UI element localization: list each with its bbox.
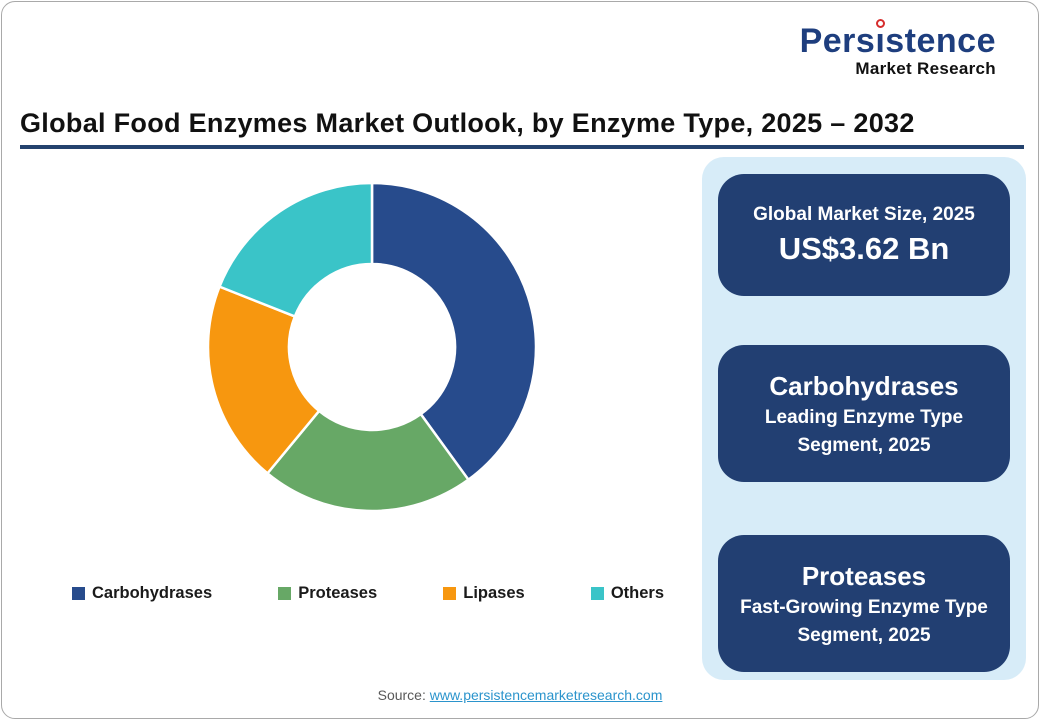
pmr-logo: Persı stence Market Research bbox=[800, 19, 996, 78]
legend-label: Others bbox=[610, 584, 664, 602]
logo-subtitle-text: Market Research bbox=[855, 59, 996, 78]
legend-label: Proteases bbox=[298, 584, 378, 602]
market-size-value: US$3.62 Bn bbox=[778, 230, 950, 266]
chart-legend: Carbohydrases Proteases Lipases Others bbox=[72, 584, 664, 603]
legend-item-lipases: Lipases bbox=[443, 584, 525, 603]
legend-swatch-proteases bbox=[278, 587, 292, 600]
chart-title: Global Food Enzymes Market Outlook, by E… bbox=[20, 108, 915, 138]
title-underline bbox=[20, 145, 1024, 149]
donut-segment-others bbox=[218, 181, 374, 318]
donut-segment-proteases bbox=[266, 409, 470, 513]
legend-swatch-carbohydrases bbox=[72, 587, 85, 600]
fast-growing-segment-name: Proteases bbox=[801, 560, 927, 591]
source-label: Source: bbox=[377, 687, 426, 703]
donut-chart bbox=[206, 181, 538, 513]
logo-brand-text: Persı stence bbox=[800, 19, 996, 58]
market-size-card: Global Market Size, 2025 US$3.62 Bn bbox=[718, 174, 1010, 296]
fast-growing-segment-card: Proteases Fast-Growing Enzyme Type Segme… bbox=[718, 535, 1010, 672]
leading-segment-caption: Leading Enzyme Type Segment, 2025 bbox=[764, 407, 964, 456]
legend-label: Carbohydrases bbox=[92, 584, 213, 602]
legend-label: Lipases bbox=[463, 584, 525, 602]
info-panel: Global Market Size, 2025 US$3.62 Bn Carb… bbox=[702, 157, 1026, 680]
legend-swatch-others bbox=[590, 587, 604, 600]
source-link[interactable]: www.persistencemarketresearch.com bbox=[429, 687, 663, 703]
legend-swatch-lipases bbox=[443, 587, 457, 600]
source-line: Source: www.persistencemarketresearch.co… bbox=[2, 687, 1038, 703]
legend-item-others: Others bbox=[590, 584, 664, 603]
market-size-card-title: Global Market Size, 2025 bbox=[753, 204, 975, 226]
leading-segment-card: Carbohydrases Leading Enzyme Type Segmen… bbox=[718, 345, 1010, 482]
legend-item-carbohydrases: Carbohydrases bbox=[72, 584, 212, 603]
donut-segment-carbohydrases bbox=[370, 181, 538, 481]
legend-item-proteases: Proteases bbox=[278, 584, 377, 603]
fast-growing-segment-caption: Fast-Growing Enzyme Type Segment, 2025 bbox=[740, 597, 988, 646]
donut-segment-lipases bbox=[206, 285, 321, 475]
logo-red-dot-icon bbox=[875, 19, 885, 28]
leading-segment-name: Carbohydrases bbox=[769, 370, 959, 401]
